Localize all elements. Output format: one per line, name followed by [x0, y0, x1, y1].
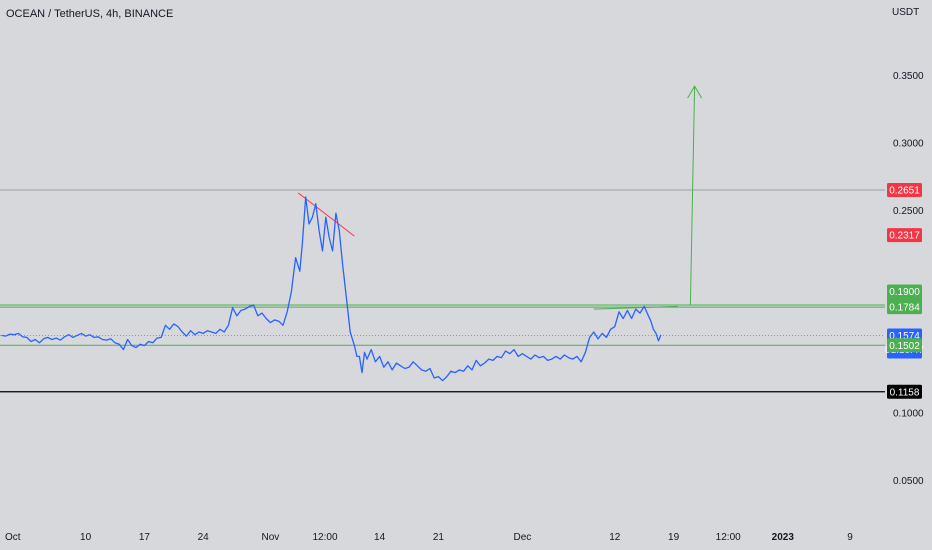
price-badges: 0.26510.23170.19000.18170.18000.17840.15… — [885, 183, 924, 399]
x-tick-label: 14 — [374, 532, 386, 543]
x-tick-label: 19 — [668, 532, 680, 543]
x-tick-label: 24 — [198, 532, 210, 543]
y-axis-ticks: 0.3500 0.3000 0.2500 0.1000 0.0500 — [893, 71, 924, 487]
x-tick-label: 12:00 — [312, 532, 337, 543]
trendline-0 — [297, 192, 355, 237]
x-tick-label: 2023 — [772, 532, 795, 543]
price-badge-bg — [887, 384, 922, 399]
price-badge: 0.1900 — [887, 284, 922, 299]
price-badge-label: 0.1900 — [889, 287, 920, 298]
price-badge: 0.1502 — [887, 338, 922, 353]
price-line — [1, 196, 662, 382]
target-arrow-head — [687, 85, 703, 99]
x-tick-label: 12 — [609, 532, 621, 543]
price-badge-label: 0.1784 — [889, 303, 920, 314]
price-badge-label: 0.2317 — [889, 231, 920, 242]
y-tick-label: 0.1000 — [893, 409, 924, 420]
series-layer — [1, 196, 662, 382]
trendlines-layer — [297, 85, 703, 310]
price-badge-label: 0.2651 — [889, 186, 920, 197]
x-tick-label: Nov — [262, 532, 280, 543]
x-tick-label: Dec — [514, 532, 532, 543]
y-tick-label: 0.0500 — [893, 476, 924, 487]
price-badge: 0.1158 — [887, 384, 922, 399]
target-arrow-shaft — [689, 86, 696, 305]
y-tick-label: 0.3500 — [893, 71, 924, 82]
price-badge-label: 0.1158 — [890, 387, 920, 398]
x-axis-ticks: Oct 10 17 24 Nov 12:00 14 21 Dec 12 19 12:00 2023 9 — [5, 532, 853, 543]
price-badge-bg — [887, 228, 922, 243]
price-badge-label: 0.1502 — [889, 341, 920, 352]
price-badge: 0.2317 — [887, 228, 922, 243]
price-badge-bg — [887, 183, 922, 198]
price-badge: 0.1784 — [887, 300, 922, 315]
x-tick-label: 10 — [80, 532, 92, 543]
x-tick-label: 12:00 — [716, 532, 741, 543]
trendline-1 — [593, 305, 678, 310]
currency-label: USDT — [892, 7, 920, 18]
x-tick-label: Oct — [5, 532, 21, 543]
price-badge-bg — [887, 300, 922, 315]
price-badge-bg — [887, 338, 922, 353]
y-tick-label: 0.3000 — [893, 138, 924, 149]
horizontal-lines-layer — [0, 189, 885, 393]
price-badge-label: 0.1574 — [889, 331, 920, 342]
symbol-title: OCEAN / TetherUS, 4h, BINANCE — [6, 8, 174, 20]
x-tick-label: 17 — [139, 532, 151, 543]
price-badge-bg — [887, 284, 922, 299]
x-tick-label: 21 — [433, 532, 445, 543]
x-tick-label: 9 — [847, 532, 853, 543]
price-badge: 0.2651 — [887, 183, 922, 198]
y-tick-label: 0.2500 — [893, 206, 924, 217]
